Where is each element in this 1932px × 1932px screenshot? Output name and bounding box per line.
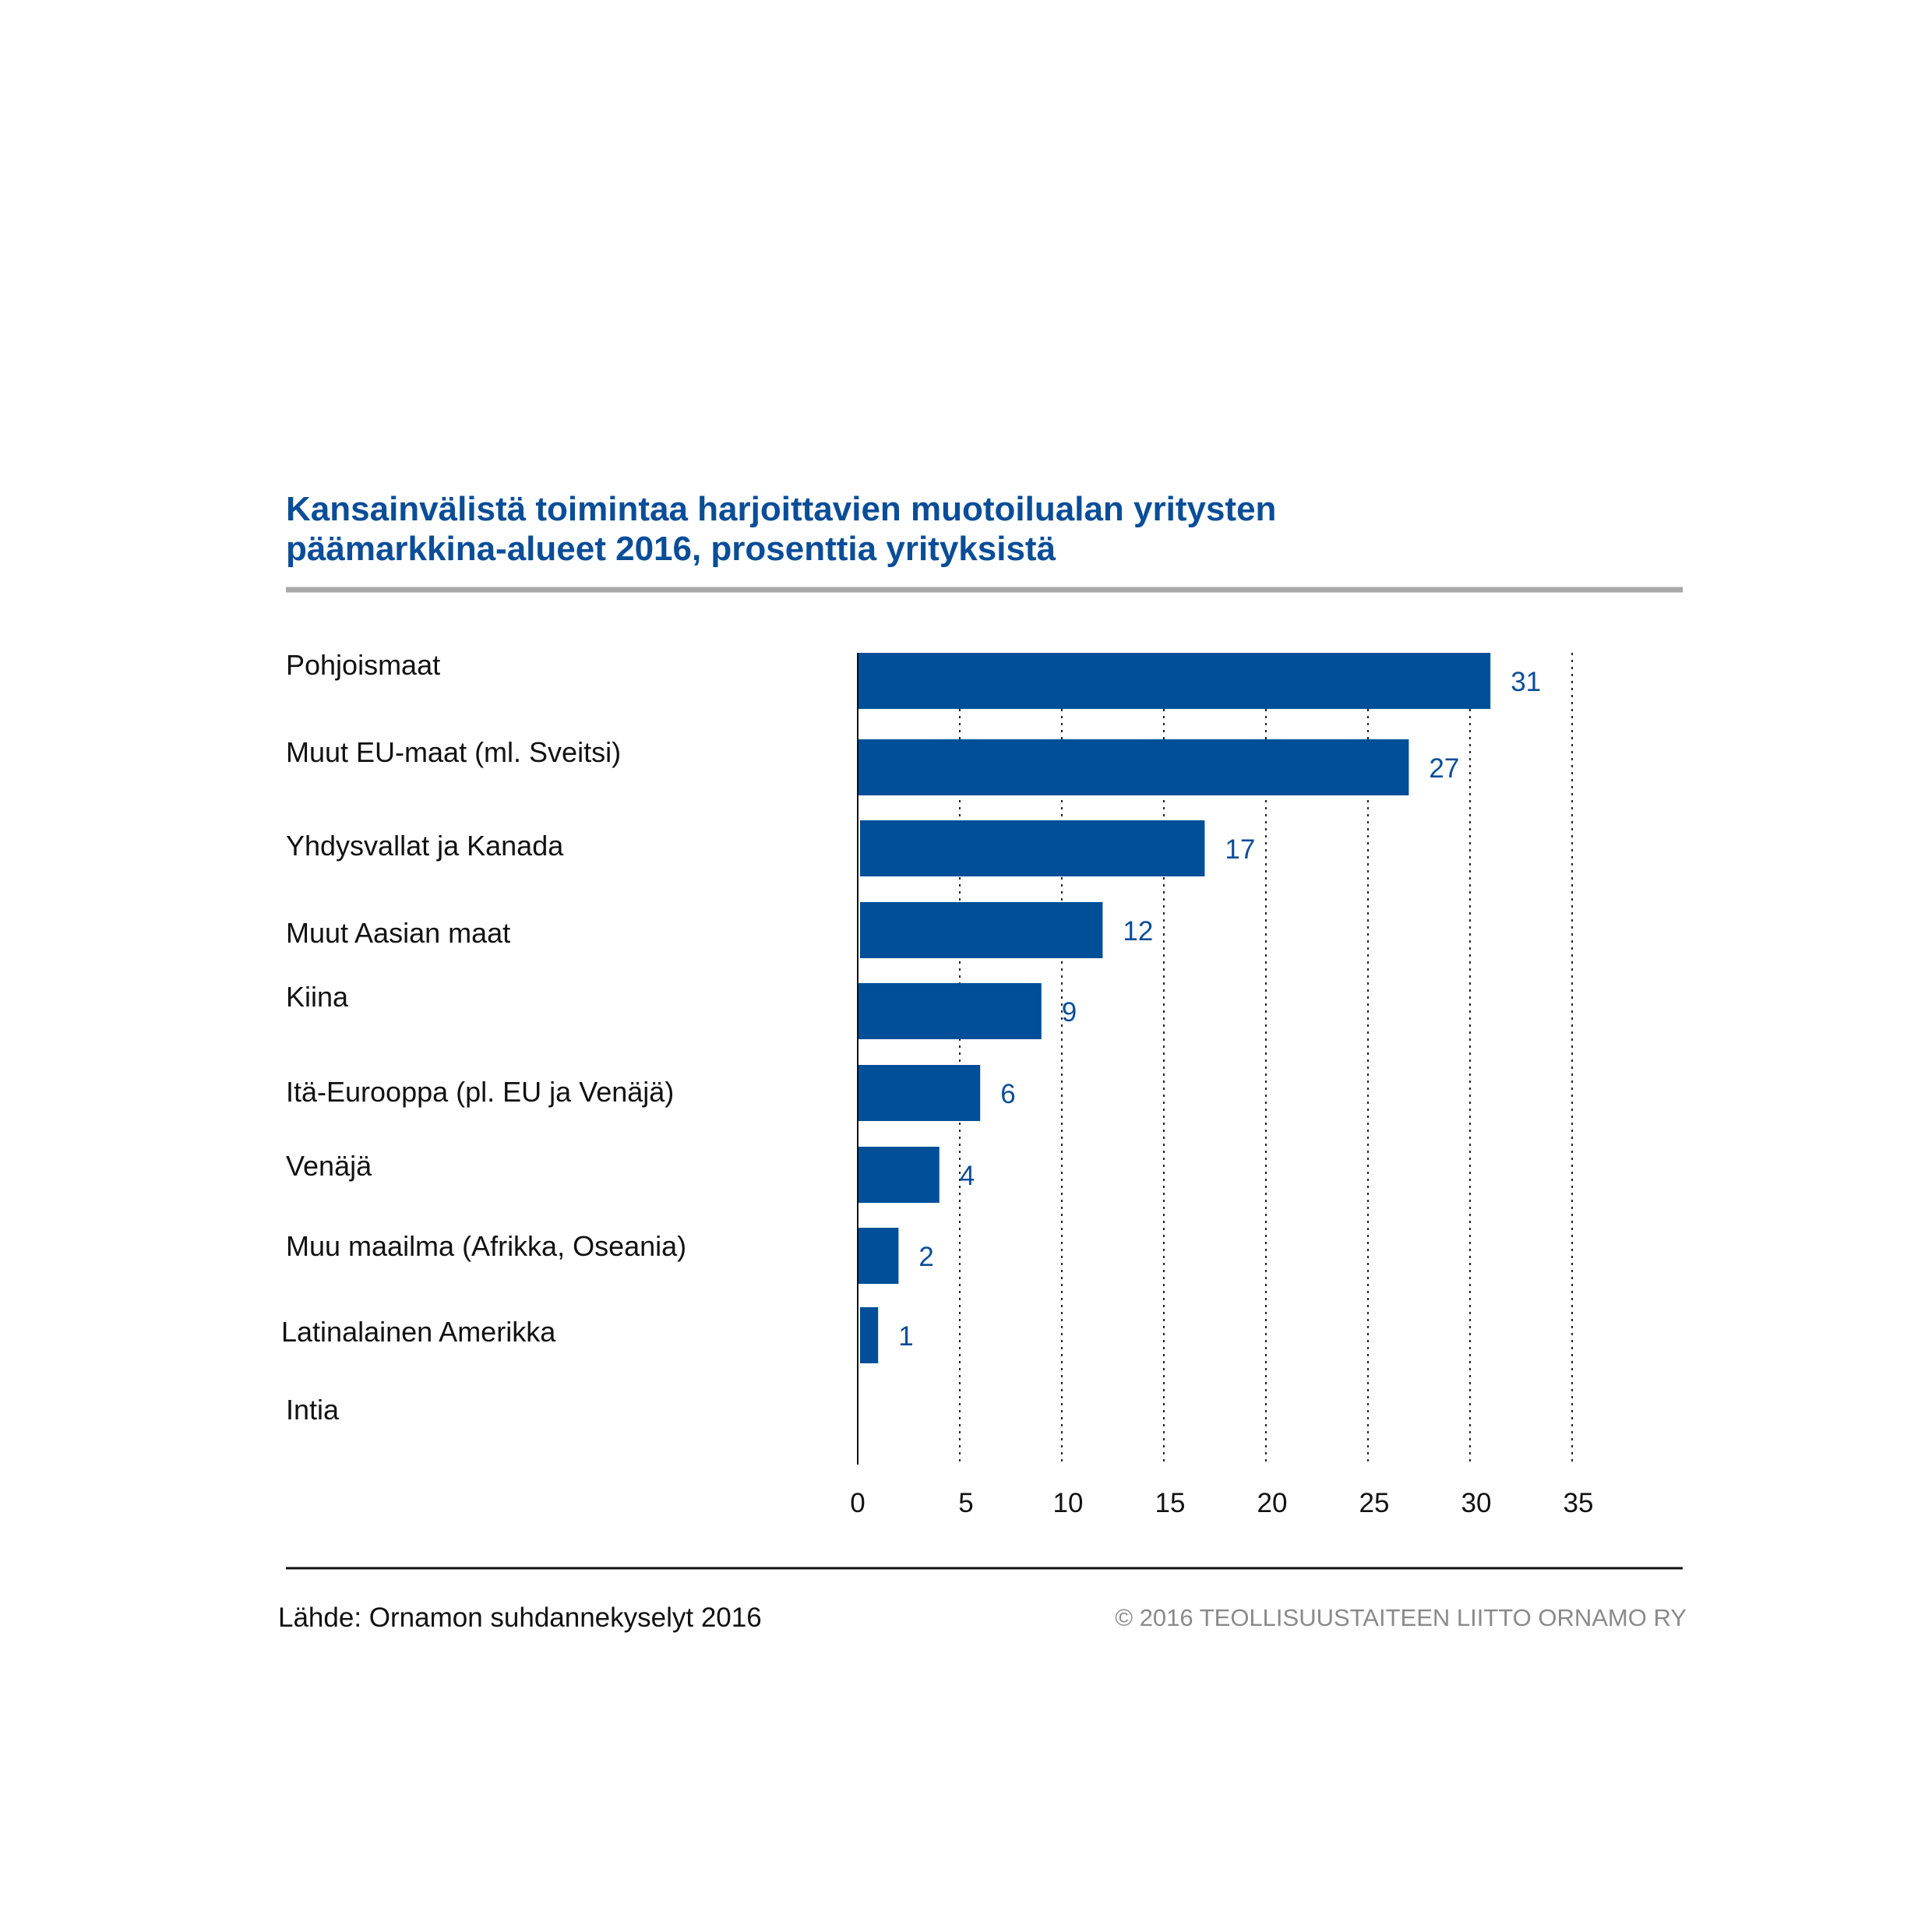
x-tick-label-5: 5 — [958, 1488, 973, 1518]
value-label-3: 17 — [1225, 834, 1255, 865]
value-label-5: 9 — [1062, 997, 1077, 1028]
category-label-7: Venäjä — [286, 1150, 372, 1182]
value-label-2: 27 — [1429, 753, 1459, 784]
category-label-3: Yhdysvallat ja Kanada — [286, 830, 564, 862]
chart-title-line-2: päämarkkina-alueet 2016, prosenttia yrit… — [286, 530, 1056, 568]
x-tick-label-15: 15 — [1155, 1488, 1186, 1518]
x-tick-label-10: 10 — [1053, 1488, 1084, 1518]
source-note: Lähde: Ornamon suhdannekyselyt 2016 — [278, 1602, 762, 1633]
x-tick-label-35: 35 — [1564, 1488, 1594, 1518]
value-label-9: 1 — [898, 1321, 913, 1352]
category-label-6: Itä-Eurooppa (pl. EU ja Venäjä) — [286, 1076, 674, 1108]
bar-6 — [858, 1065, 981, 1121]
chart-title-line-1: Kansainvälistä toimintaa harjoittavien m… — [286, 490, 1277, 528]
bar-4 — [860, 902, 1103, 958]
x-tick-label-0: 0 — [850, 1488, 865, 1518]
bar-3 — [860, 820, 1205, 876]
category-label-2: Muut EU-maat (ml. Sveitsi) — [286, 736, 621, 768]
x-tick-label-20: 20 — [1257, 1488, 1288, 1518]
x-tick-label-30: 30 — [1461, 1488, 1492, 1518]
category-label-4: Muut Aasian maat — [286, 917, 510, 949]
value-label-6: 6 — [1000, 1079, 1015, 1109]
bar-1 — [858, 653, 1491, 709]
category-label-9: Latinalainen Amerikka — [281, 1316, 556, 1348]
bar-5 — [858, 983, 1042, 1039]
value-label-8: 2 — [918, 1242, 933, 1272]
x-tick-label-25: 25 — [1359, 1488, 1390, 1518]
value-label-7: 4 — [960, 1161, 975, 1191]
category-label-10: Intia — [286, 1394, 340, 1426]
value-label-4: 12 — [1123, 916, 1153, 947]
bar-7 — [858, 1147, 940, 1203]
copyright-note: © 2016 TEOLLISUUSTAITEEN LIITTO ORNAMO R… — [1115, 1604, 1687, 1631]
value-label-1: 31 — [1511, 667, 1541, 697]
category-label-5: Kiina — [286, 981, 349, 1013]
bar-8 — [858, 1228, 899, 1284]
category-label-1: Pohjoismaat — [286, 649, 440, 681]
bar-9 — [860, 1307, 879, 1363]
category-label-8: Muu maailma (Afrikka, Oseania) — [286, 1230, 686, 1262]
bar-2 — [858, 739, 1409, 795]
